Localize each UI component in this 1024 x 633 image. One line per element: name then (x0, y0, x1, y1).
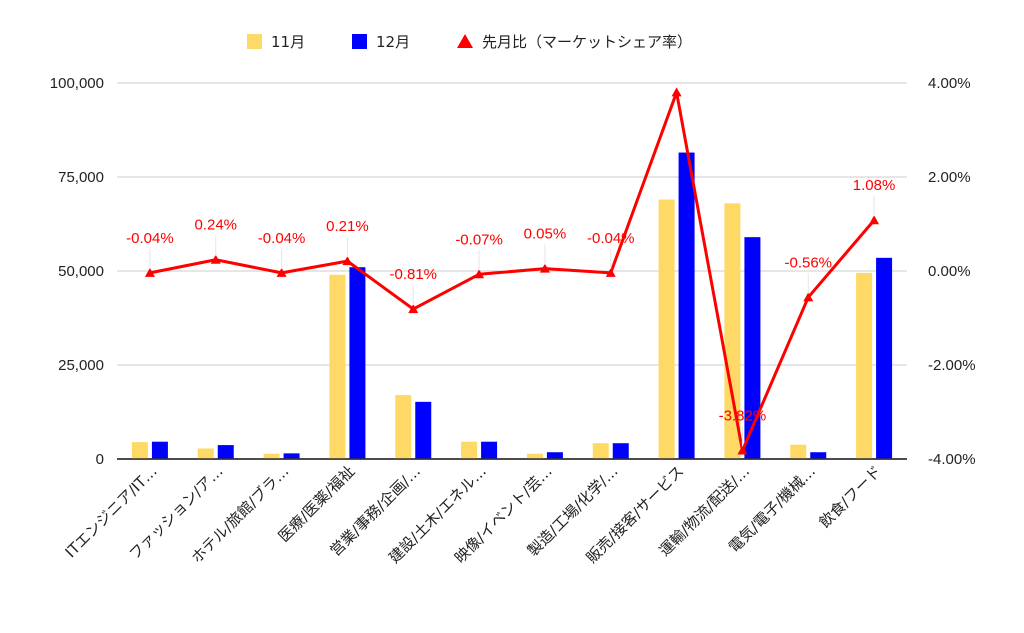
line-data-labels: -0.04% 0.24% -0.04% 0.21% -0.81% -0.07% 0.05% -… (126, 177, 896, 447)
share-line (144, 87, 880, 455)
right-tick-label: -4.00% (928, 451, 976, 468)
legend-label: 11月 (271, 33, 305, 51)
triangle-marker (144, 267, 155, 277)
right-tick-label: 4.00% (928, 75, 971, 92)
triangle-marker (474, 269, 485, 279)
bar-dec (481, 441, 498, 459)
share-polyline (149, 90, 876, 453)
triangle-marker (605, 267, 616, 277)
line-data-label: -0.07% (455, 231, 503, 248)
legend-swatch (247, 34, 262, 49)
line-data-label: -0.56% (784, 254, 832, 271)
bar-dec (283, 453, 300, 459)
legend-swatch (457, 34, 473, 48)
bar-dec (546, 452, 563, 459)
bar-dec (810, 452, 827, 459)
right-axis-ticks: -4.00% -2.00% 0.00% 2.00% 4.00% (928, 75, 976, 468)
bars (117, 152, 907, 460)
legend: 11月 12月 先月比（マーケットシェア率） (247, 33, 692, 51)
triangle-marker (210, 254, 221, 264)
line-data-label: -0.04% (258, 230, 306, 247)
bar-dec (744, 237, 761, 459)
left-axis-ticks: 0 25,000 50,000 75,000 100,000 (50, 75, 104, 468)
left-tick-label: 50,000 (58, 263, 104, 280)
left-tick-label: 25,000 (58, 357, 104, 374)
bar-nov (856, 272, 873, 459)
triangle-marker (869, 215, 880, 225)
triangle-marker (342, 256, 353, 266)
legend-label: 先月比（マーケットシェア率） (482, 33, 692, 51)
bar-dec (876, 257, 893, 459)
bar-nov (197, 448, 214, 459)
bar-dec (415, 401, 432, 459)
bar-nov (263, 453, 280, 459)
bar-nov (329, 274, 346, 459)
triangle-marker (803, 292, 814, 302)
right-tick-label: 0.00% (928, 263, 971, 280)
bar-nov (395, 395, 412, 459)
line-data-label: -0.04% (587, 230, 635, 247)
bar-nov (526, 453, 543, 459)
bar-nov (461, 441, 478, 459)
legend-swatch (352, 34, 367, 49)
line-data-label: -0.81% (389, 266, 437, 283)
bar-dec (151, 441, 168, 459)
bar-dec (612, 443, 629, 459)
triangle-marker (671, 87, 682, 97)
bar-nov (658, 199, 675, 459)
left-tick-label: 0 (96, 451, 104, 468)
bar-nov (592, 443, 609, 459)
bar-nov (790, 444, 807, 459)
right-tick-label: 2.00% (928, 169, 971, 186)
legend-label: 12月 (376, 33, 410, 51)
triangle-marker (539, 263, 550, 273)
triangle-marker (737, 445, 748, 455)
right-tick-label: -2.00% (928, 357, 976, 374)
left-tick-label: 100,000 (50, 75, 104, 92)
bar-nov (131, 442, 148, 459)
category-labels: ITエンジニア/IT…ファッション/ア…ホテル/旅館/ブラ…医療/医薬/福祉営業… (62, 462, 885, 567)
category-label: 飲食/フード (816, 462, 885, 531)
line-data-label: 1.08% (853, 177, 896, 194)
line-data-label: 0.05% (524, 226, 567, 243)
left-tick-label: 75,000 (58, 169, 104, 186)
bar-dec (678, 152, 695, 459)
bar-dec (349, 267, 366, 459)
line-data-label: -0.04% (126, 230, 174, 247)
triangle-marker (276, 267, 287, 277)
line-data-label: -3.82% (719, 408, 767, 425)
line-data-label: 0.21% (326, 218, 369, 235)
triangle-marker (408, 304, 419, 314)
bar-dec (217, 445, 234, 459)
bar-nov (724, 203, 741, 459)
line-data-label: 0.24% (194, 217, 237, 234)
